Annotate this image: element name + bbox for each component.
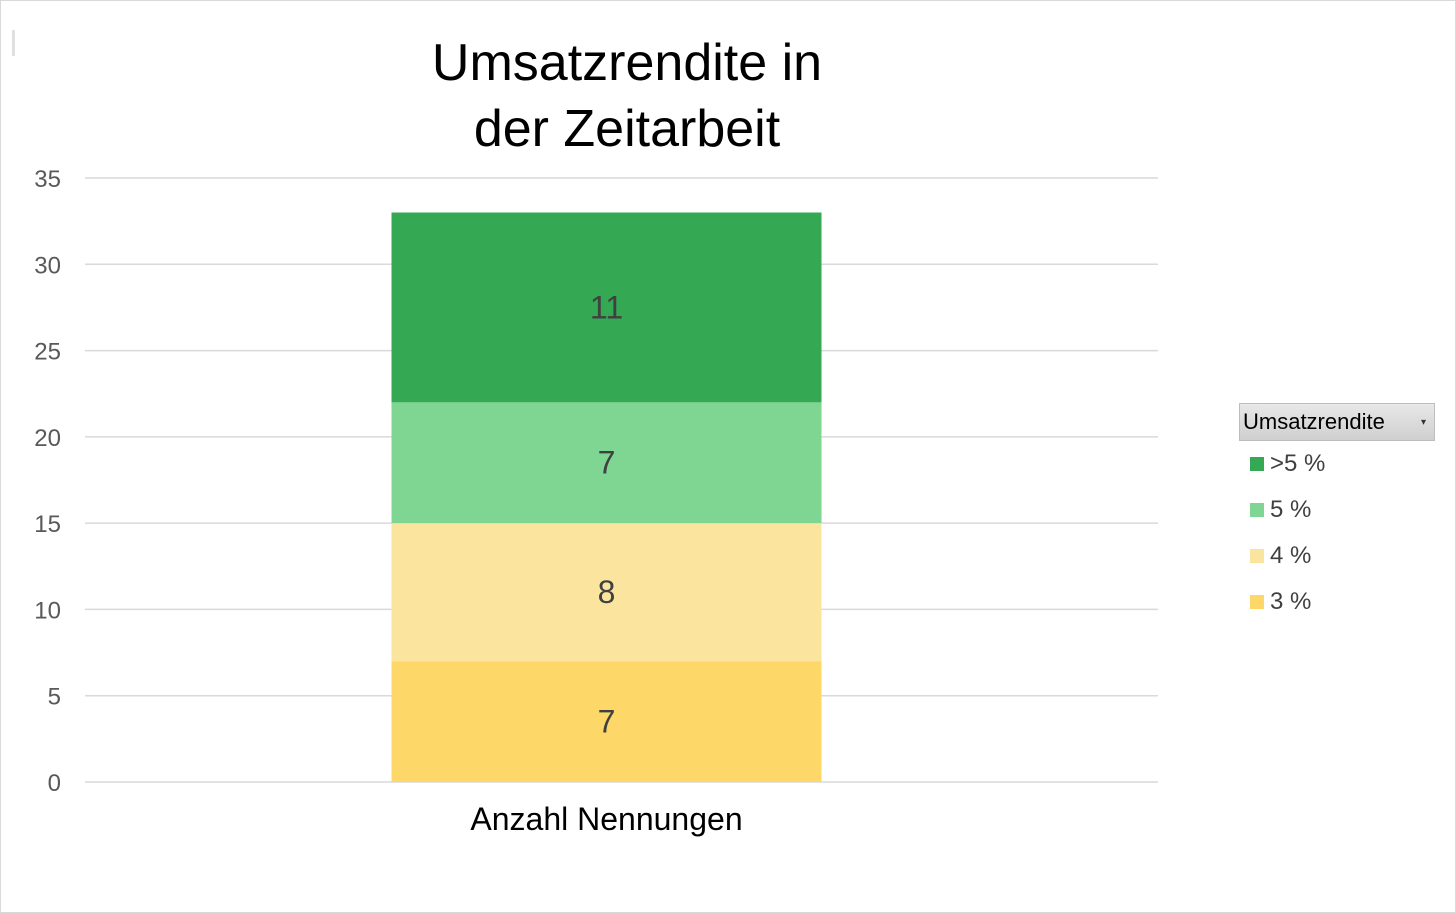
y-tick-label-0: 0 (48, 770, 61, 797)
y-tick-label-15: 15 (34, 511, 61, 538)
y-tick-label-5: 5 (48, 684, 61, 711)
chart-title-line-2: der Zeitarbeit (473, 100, 781, 158)
legend-label: 4 % (1270, 542, 1312, 569)
chart-title: Umsatzrendite in der Zeitarbeit (327, 30, 927, 162)
legend-filter-button[interactable]: Umsatzrendite ▾ (1239, 403, 1435, 441)
legend-swatch (1250, 595, 1264, 609)
chart-title-line-1: Umsatzrendite in (431, 34, 823, 92)
x-category-label: Anzahl Nennungen (470, 801, 742, 837)
data-label-2: 8 (598, 574, 616, 610)
dropdown-arrow-icon[interactable]: ▾ (1420, 416, 1426, 428)
legend-item[interactable]: >5 % (1250, 441, 1435, 487)
data-label-1: 7 (598, 704, 616, 740)
resize-handle[interactable] (12, 30, 15, 56)
legend-item[interactable]: 4 % (1250, 533, 1435, 579)
legend-swatch (1250, 549, 1264, 563)
legend-item[interactable]: 5 % (1250, 487, 1435, 533)
bar-segment-1 (391, 661, 822, 782)
y-tick-label-10: 10 (34, 597, 61, 624)
y-tick-label-30: 30 (34, 252, 61, 279)
legend-label: 5 % (1270, 496, 1312, 523)
legend-item[interactable]: 3 % (1250, 579, 1435, 625)
legend-title: Umsatzrendite (1243, 409, 1385, 434)
y-tick-label-20: 20 (34, 425, 61, 452)
y-tick-label-35: 35 (34, 166, 61, 193)
data-label-3: 7 (598, 445, 616, 481)
legend: Umsatzrendite ▾ >5 % 5 % 4 % 3 % (1239, 403, 1435, 625)
legend-swatch (1250, 457, 1264, 471)
data-label-4: 11 (590, 289, 623, 325)
legend-swatch (1250, 503, 1264, 517)
bar-segment-4 (391, 212, 822, 403)
bar-segment-2 (391, 523, 822, 662)
legend-label: >5 % (1270, 450, 1326, 477)
legend-label: 3 % (1270, 588, 1312, 615)
bar-segment-3 (391, 402, 822, 524)
y-tick-label-25: 25 (34, 339, 61, 366)
